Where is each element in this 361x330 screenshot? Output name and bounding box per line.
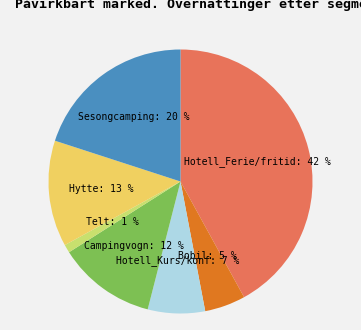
Wedge shape [65,182,180,252]
Wedge shape [55,50,180,182]
Wedge shape [180,50,313,297]
Text: Campingvogn: 12 %: Campingvogn: 12 % [84,241,184,250]
Wedge shape [148,182,205,314]
Text: Hotell_Ferie/fritid: 42 %: Hotell_Ferie/fritid: 42 % [184,156,331,167]
Text: Hotell_Kurs/konf: 7 %: Hotell_Kurs/konf: 7 % [116,255,240,266]
Text: Hytte: 13 %: Hytte: 13 % [69,184,134,194]
Text: Sesongcamping: 20 %: Sesongcamping: 20 % [78,113,190,122]
Wedge shape [48,141,180,245]
Text: Påvirkbart marked. Overnattinger etter segment. 2015: Påvirkbart marked. Overnattinger etter s… [16,0,361,11]
Text: Telt: 1 %: Telt: 1 % [86,217,139,227]
Text: Bobil: 5 %: Bobil: 5 % [178,251,237,261]
Wedge shape [69,182,180,309]
Wedge shape [180,182,244,311]
